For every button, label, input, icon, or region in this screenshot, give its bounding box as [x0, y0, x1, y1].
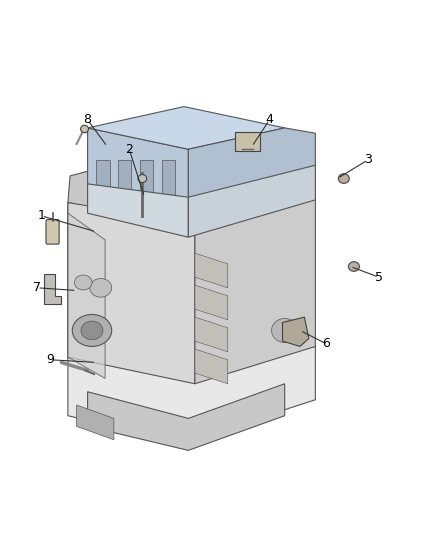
Polygon shape: [88, 184, 188, 237]
Polygon shape: [88, 107, 285, 149]
Polygon shape: [44, 274, 61, 304]
Text: 6: 6: [322, 337, 330, 350]
Ellipse shape: [138, 175, 147, 182]
Polygon shape: [195, 253, 228, 288]
Polygon shape: [188, 165, 315, 237]
Ellipse shape: [272, 318, 298, 343]
Text: 8: 8: [84, 114, 92, 126]
Polygon shape: [68, 346, 315, 442]
Text: 4: 4: [265, 114, 273, 126]
FancyBboxPatch shape: [235, 132, 260, 151]
Polygon shape: [283, 317, 309, 346]
Polygon shape: [195, 192, 315, 384]
Polygon shape: [188, 128, 315, 229]
Polygon shape: [77, 405, 114, 440]
Polygon shape: [68, 171, 105, 357]
Polygon shape: [162, 160, 175, 203]
Text: 3: 3: [364, 154, 372, 166]
Polygon shape: [68, 144, 315, 229]
Ellipse shape: [338, 174, 350, 183]
FancyBboxPatch shape: [46, 220, 59, 244]
Ellipse shape: [74, 275, 92, 290]
Text: 2: 2: [125, 143, 133, 156]
Polygon shape: [68, 213, 105, 378]
Text: 5: 5: [375, 271, 383, 284]
Ellipse shape: [81, 321, 103, 340]
Text: 9: 9: [46, 353, 54, 366]
Polygon shape: [88, 384, 285, 450]
Polygon shape: [68, 203, 195, 384]
Ellipse shape: [90, 278, 112, 297]
Polygon shape: [140, 160, 153, 203]
Ellipse shape: [72, 314, 112, 346]
Text: 7: 7: [33, 281, 41, 294]
Text: 1: 1: [38, 209, 46, 222]
Polygon shape: [118, 160, 131, 203]
Polygon shape: [88, 128, 188, 229]
Ellipse shape: [348, 262, 359, 271]
Polygon shape: [96, 160, 110, 203]
Polygon shape: [195, 285, 228, 320]
Polygon shape: [195, 317, 228, 352]
Ellipse shape: [81, 125, 88, 133]
Polygon shape: [195, 349, 228, 384]
